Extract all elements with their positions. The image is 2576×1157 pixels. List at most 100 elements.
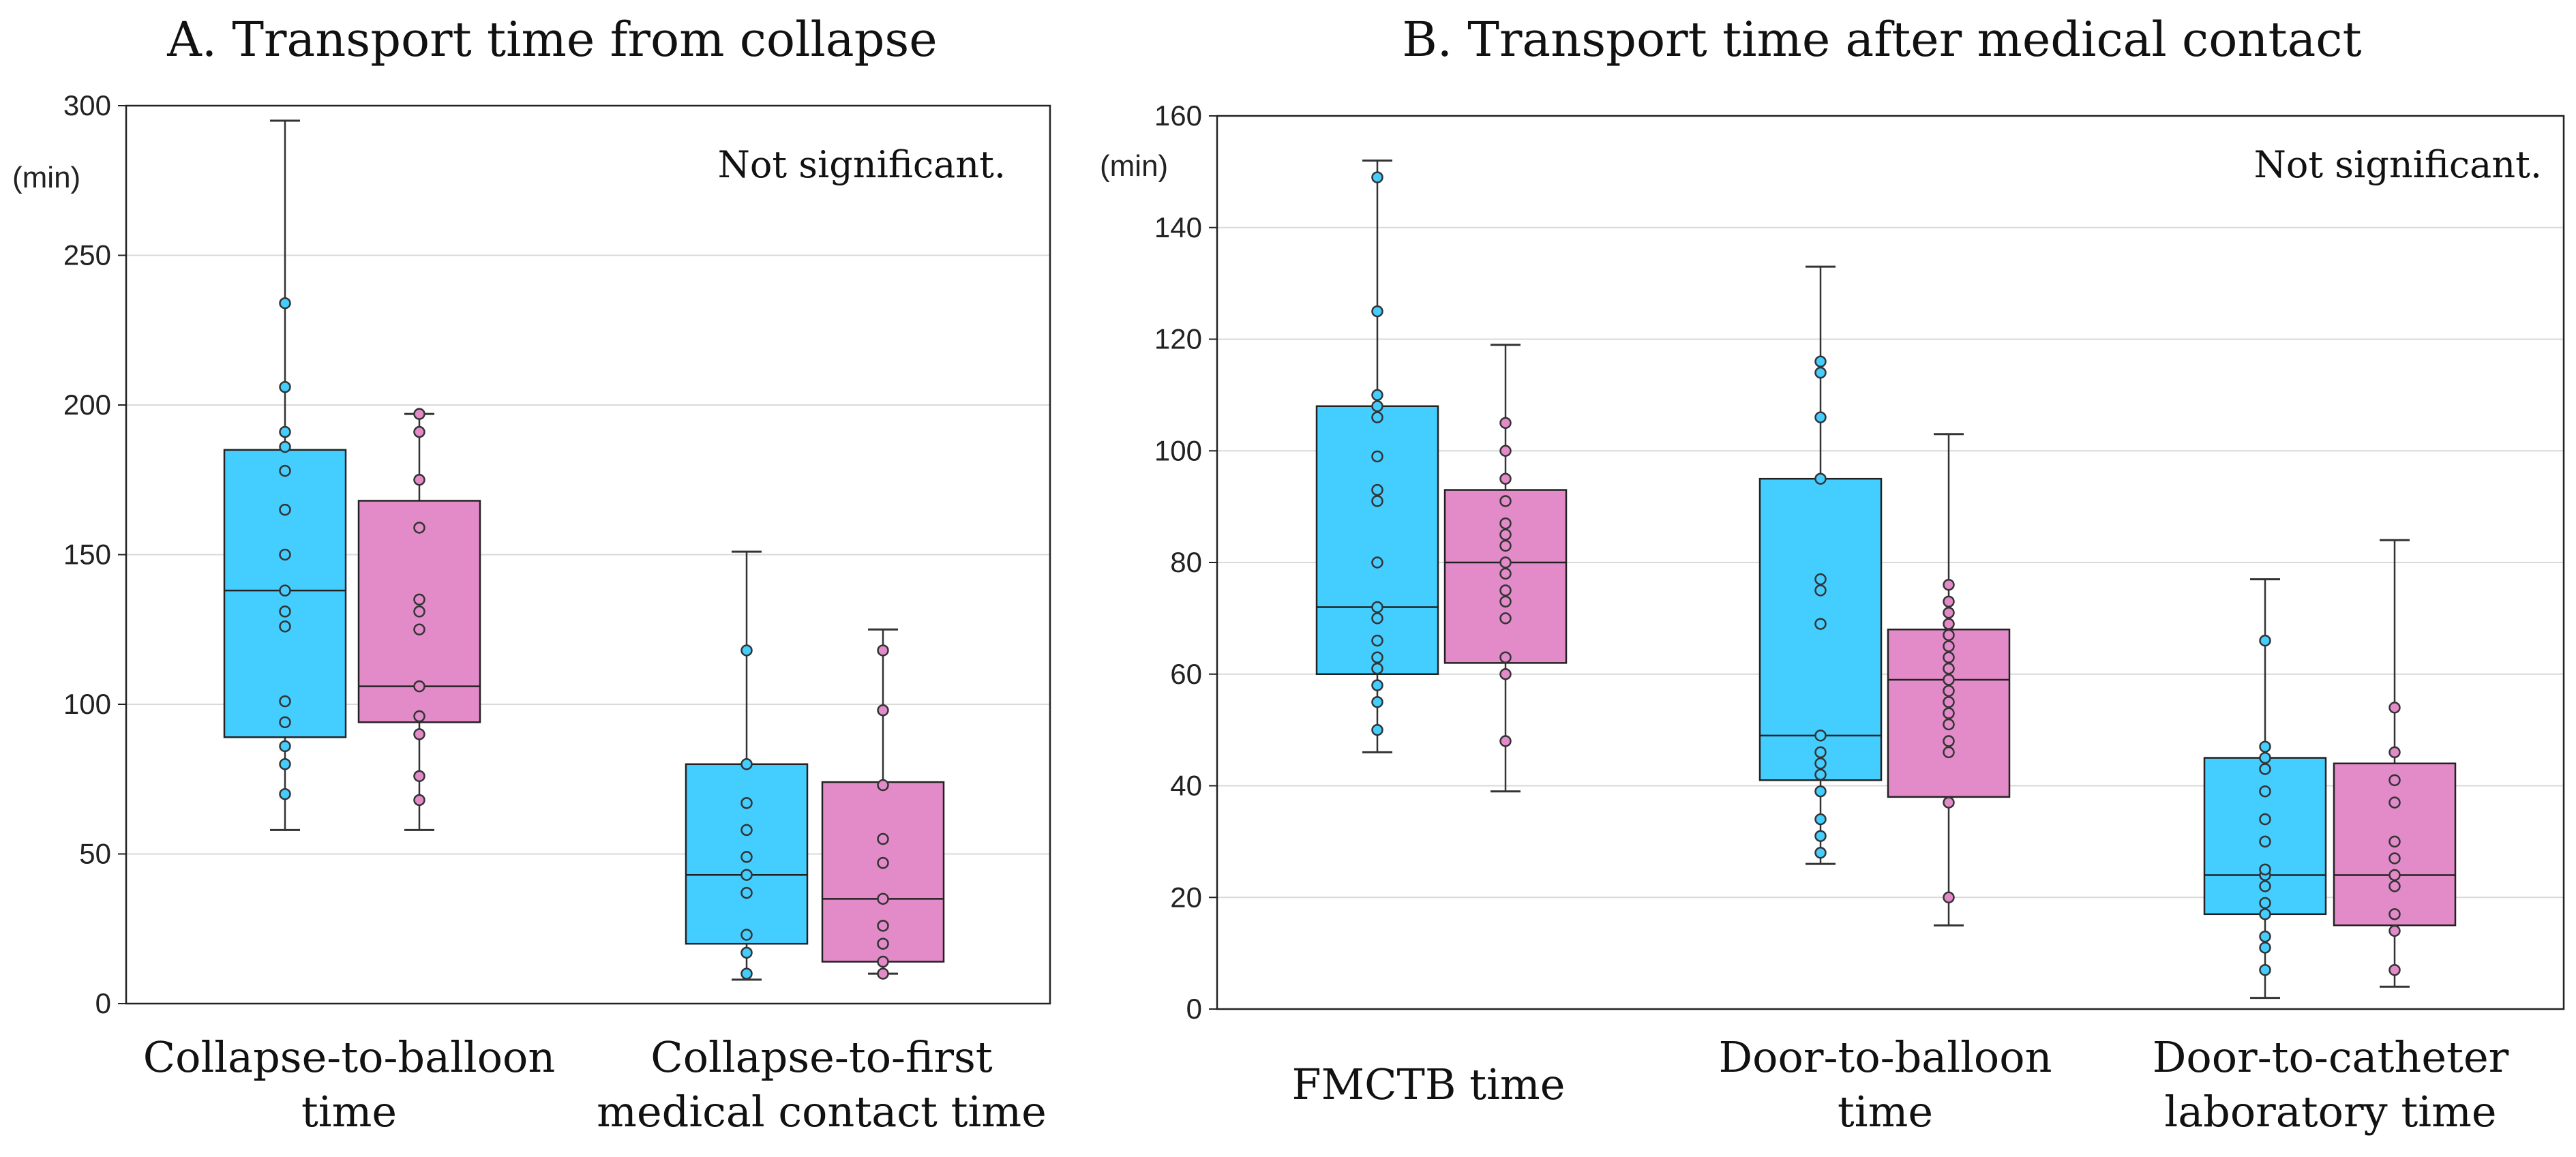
data-point: [2388, 852, 2401, 865]
data-point: [1499, 517, 1512, 530]
chart-b-unit-label: (min): [1100, 149, 1168, 183]
data-point: [413, 710, 425, 723]
data-point: [1943, 718, 1955, 731]
data-point: [279, 787, 291, 800]
data-point: [279, 605, 291, 618]
data-point: [413, 408, 425, 420]
data-point: [2259, 880, 2271, 892]
y-tick-label: 0: [95, 987, 111, 1019]
data-point: [1499, 539, 1512, 552]
data-point: [1943, 579, 1955, 591]
data-point: [279, 425, 291, 438]
category-label: time: [1838, 1087, 1933, 1137]
data-point: [413, 474, 425, 486]
data-point: [2388, 869, 2401, 882]
data-point: [1499, 595, 1512, 608]
data-point: [2259, 634, 2271, 647]
data-point: [413, 680, 425, 693]
data-point: [877, 856, 889, 869]
data-point: [279, 716, 291, 729]
data-point: [1499, 567, 1512, 580]
category-label: laboratory time: [2164, 1087, 2496, 1137]
data-point: [2388, 963, 2401, 976]
data-point: [1943, 746, 1955, 759]
data-point: [740, 824, 753, 837]
chart-a: A. Transport time from collapse (min) No…: [12, 12, 1051, 1137]
data-point: [1814, 618, 1827, 630]
y-tick-label: 120: [1154, 323, 1202, 355]
data-point: [413, 593, 425, 606]
data-point: [413, 425, 425, 438]
data-point: [1943, 651, 1955, 663]
data-point: [1814, 411, 1827, 423]
category-label: Collapse-to-balloon: [143, 1032, 556, 1082]
category-label: Collapse-to-first: [650, 1032, 993, 1082]
y-tick-label: 100: [1154, 434, 1202, 466]
data-point: [1814, 768, 1827, 781]
data-point: [1943, 629, 1955, 642]
chart-b-annotation: Not significant.: [2254, 143, 2542, 186]
data-point: [1371, 483, 1383, 496]
data-point: [1814, 757, 1827, 770]
data-point: [2388, 746, 2401, 759]
data-point: [279, 758, 291, 770]
data-point: [1814, 472, 1827, 485]
data-point: [877, 920, 889, 932]
data-point: [2388, 908, 2401, 920]
data-point: [1499, 735, 1512, 747]
data-point: [1499, 472, 1512, 485]
data-point: [1943, 640, 1955, 652]
chart-b-title: B. Transport time after medical contact: [1402, 12, 2361, 67]
data-point: [413, 770, 425, 783]
data-point: [2388, 796, 2401, 809]
data-point: [877, 644, 889, 657]
data-point: [1371, 662, 1383, 675]
box: [821, 781, 945, 963]
data-point: [2259, 763, 2271, 775]
data-point: [2259, 785, 2271, 798]
data-point: [2388, 774, 2401, 787]
data-point: [1499, 584, 1512, 597]
data-point: [1814, 355, 1827, 367]
data-point: [413, 522, 425, 534]
data-point: [279, 297, 291, 310]
data-point: [1499, 445, 1512, 457]
data-point: [413, 623, 425, 635]
data-point: [2259, 751, 2271, 764]
data-point: [2259, 930, 2271, 943]
data-point: [1499, 651, 1512, 663]
data-point: [740, 929, 753, 941]
data-point: [1371, 389, 1383, 402]
data-point: [1371, 450, 1383, 463]
data-point: [1499, 612, 1512, 625]
data-point: [2388, 880, 2401, 892]
data-point: [279, 380, 291, 393]
y-tick-label: 80: [1170, 546, 1202, 578]
data-point: [740, 946, 753, 959]
data-point: [740, 886, 753, 899]
data-point: [2259, 835, 2271, 848]
data-point: [1814, 573, 1827, 586]
data-point: [2259, 942, 2271, 954]
data-point: [279, 464, 291, 477]
data-point: [1943, 891, 1955, 903]
chart-a-annotation: Not significant.: [718, 143, 1006, 186]
y-tick-label: 100: [63, 688, 111, 720]
data-point: [1371, 634, 1383, 647]
data-point: [877, 967, 889, 980]
data-point: [740, 851, 753, 863]
data-point: [1943, 796, 1955, 809]
data-point: [279, 548, 291, 561]
data-point: [2388, 702, 2401, 714]
data-point: [1371, 612, 1383, 625]
data-point: [279, 584, 291, 597]
box: [1315, 405, 1439, 675]
data-point: [1814, 366, 1827, 379]
data-point: [1499, 528, 1512, 541]
data-point: [1943, 735, 1955, 747]
data-point: [1371, 723, 1383, 736]
data-point: [2259, 863, 2271, 876]
category-label: FMCTB time: [1292, 1060, 1566, 1109]
data-point: [1943, 685, 1955, 697]
data-point: [877, 832, 889, 845]
